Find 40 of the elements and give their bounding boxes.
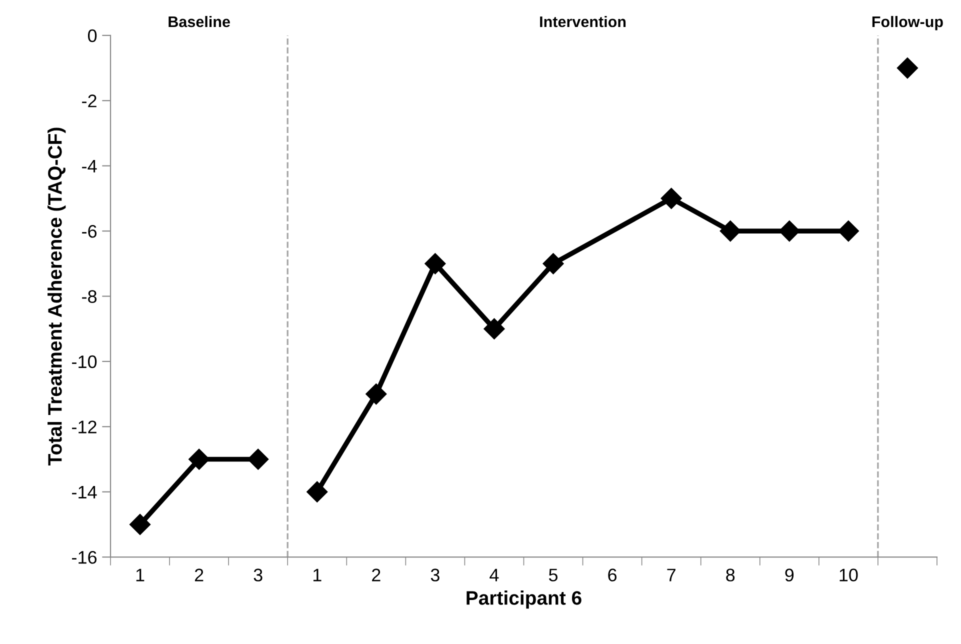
text: Intervention bbox=[540, 16, 626, 28]
y-tick-label: -8 bbox=[82, 290, 97, 303]
y-axis-title: Total Treatment Adherence (TAQ-CF) bbox=[48, 128, 66, 466]
point bbox=[366, 384, 387, 405]
x-tick-label: 10 bbox=[840, 568, 858, 582]
y-tick-label: -6 bbox=[82, 224, 97, 238]
x-tick-label: 6 bbox=[608, 568, 617, 582]
x-tick-label: 3 bbox=[430, 568, 440, 582]
point bbox=[778, 220, 800, 242]
y-tick-label: -14 bbox=[72, 486, 97, 498]
y-tick-label: -12 bbox=[72, 420, 96, 434]
point bbox=[130, 514, 151, 535]
point bbox=[424, 253, 446, 274]
x-axis-title: Participant 6 bbox=[466, 590, 582, 609]
x-tick-label: 4 bbox=[490, 568, 499, 582]
point bbox=[248, 448, 269, 470]
point bbox=[720, 220, 741, 242]
y-tick-label: 0 bbox=[88, 29, 97, 42]
x-tick-label: 2 bbox=[194, 568, 204, 582]
point bbox=[542, 253, 564, 274]
y-tick-label: -2 bbox=[82, 94, 96, 108]
x-tick-label: 1 bbox=[313, 568, 322, 582]
x-tick-label: 2 bbox=[372, 568, 380, 582]
x-tick-label: 9 bbox=[785, 568, 794, 582]
point bbox=[484, 318, 505, 340]
text: Baseline bbox=[168, 16, 230, 28]
point bbox=[896, 58, 918, 79]
point bbox=[306, 481, 328, 502]
y-tick-label: -16 bbox=[72, 550, 97, 564]
x-tick-label: 1 bbox=[136, 568, 144, 582]
x-tick-label: 7 bbox=[667, 568, 676, 582]
y-tick-label: -4 bbox=[82, 160, 97, 172]
y-tick-label: -10 bbox=[72, 355, 97, 368]
x-tick-label: 8 bbox=[726, 568, 735, 582]
point bbox=[188, 448, 210, 470]
text: Follow-up bbox=[872, 16, 943, 30]
point bbox=[660, 188, 682, 209]
x-tick-label: 5 bbox=[548, 568, 558, 582]
point bbox=[838, 220, 859, 242]
x-tick-label: 3 bbox=[254, 568, 262, 582]
